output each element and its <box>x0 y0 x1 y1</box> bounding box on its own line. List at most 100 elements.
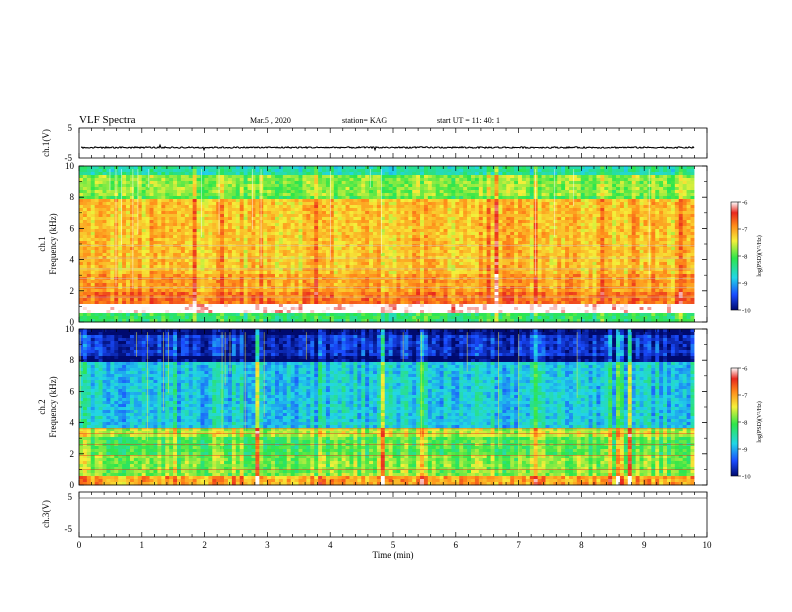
spectrogram-cell <box>443 214 448 218</box>
spectrogram-cell <box>94 193 99 197</box>
spectrogram-cell <box>619 169 625 173</box>
spectrogram-cell <box>521 208 527 212</box>
spectrogram-cell <box>208 199 213 203</box>
spectrogram-cell <box>318 172 323 176</box>
spectrogram-cell <box>110 181 115 185</box>
spectrogram-cell <box>227 253 233 257</box>
spectrogram-cell <box>619 172 625 176</box>
spectrogram-cell <box>647 241 652 245</box>
spectrogram-cell <box>141 214 147 218</box>
spectrogram-cell <box>576 205 582 209</box>
spectrogram-cell <box>447 208 452 212</box>
spectrogram-cell <box>569 199 574 203</box>
spectrogram-cell <box>341 196 346 200</box>
spectrogram-cell <box>373 253 378 257</box>
spectrogram-cell <box>369 175 374 179</box>
spectrogram-cell <box>443 232 448 236</box>
spectrogram-cell <box>678 166 684 170</box>
spectrogram-cell <box>86 217 92 221</box>
spectrogram-cell <box>173 202 178 206</box>
spectrogram-cell <box>553 181 558 185</box>
spectrogram-cell <box>157 184 162 188</box>
spectrogram-cell <box>196 214 201 218</box>
spectrogram-cell <box>400 172 405 176</box>
spectrogram-cell <box>118 250 123 254</box>
spectrogram-cell <box>647 214 652 218</box>
spectrogram-cell <box>247 193 252 197</box>
spectrogram-cell <box>106 226 111 230</box>
spectrogram-cell <box>177 187 182 191</box>
spectrogram-cell <box>192 238 197 242</box>
spectrogram-cell <box>200 199 205 203</box>
spectrogram-cell <box>141 223 147 227</box>
spectrogram-cell <box>459 220 464 224</box>
spectrogram-cell <box>129 187 135 191</box>
spectrogram-cell <box>549 256 554 260</box>
spectrogram-cell <box>322 226 327 230</box>
spectrogram-cell <box>435 169 441 173</box>
spectrogram-cell <box>220 238 225 242</box>
spectrogram-cell <box>86 211 92 215</box>
spectrogram-cell <box>294 220 299 224</box>
spectrogram-cell <box>90 178 96 182</box>
spectrogram-cell <box>569 211 574 215</box>
spectrogram-cell <box>365 241 370 245</box>
spectrogram-cell <box>243 259 248 263</box>
spectrogram-cell <box>294 256 299 260</box>
spectrogram-cell <box>282 253 288 257</box>
spectrogram-cell <box>329 223 335 227</box>
spectrogram-cell <box>471 241 476 245</box>
spectrogram-cell <box>670 181 676 185</box>
spectrogram-cell <box>396 205 401 209</box>
spectrogram-cell <box>439 166 444 170</box>
spectrogram-cell <box>420 202 425 206</box>
spectrogram-cell <box>663 193 668 197</box>
spectrogram-cell <box>529 223 535 227</box>
spectrogram-cell <box>282 208 288 212</box>
spectrogram-cell <box>204 184 209 188</box>
spectrogram-cell <box>322 178 327 182</box>
spectrogram-cell <box>659 193 664 197</box>
spectrogram-cell <box>631 256 637 260</box>
spectrogram-cell <box>298 172 303 176</box>
spectrogram-cell <box>196 181 201 185</box>
spectrogram-cell <box>333 220 339 224</box>
spectrogram-cell <box>196 223 201 227</box>
spectrogram-cell <box>220 184 225 188</box>
spectrogram-cell <box>255 211 260 215</box>
spectrogram-cell <box>227 166 233 170</box>
spectrogram-cell <box>306 229 311 233</box>
spectrogram-cell <box>408 241 413 245</box>
spectrogram-cell <box>384 181 390 185</box>
spectrogram-cell <box>474 214 480 218</box>
spectrogram-cell <box>259 202 264 206</box>
spectrogram-cell <box>604 217 609 221</box>
spectrogram-cell <box>322 190 327 194</box>
spectrogram-cell <box>373 217 378 221</box>
spectrogram-cell <box>690 199 695 203</box>
spectrogram-cell <box>494 199 499 203</box>
spectrogram-cell <box>98 238 103 242</box>
spectrogram-cell <box>478 253 484 257</box>
spectrogram-cell <box>655 232 660 236</box>
spectrogram-cell <box>478 232 484 236</box>
spectrogram-cell <box>102 217 107 221</box>
spectrogram-cell <box>98 196 103 200</box>
spectrogram-cell <box>235 208 241 212</box>
spectrogram-cell <box>243 241 248 245</box>
spectrogram-cell <box>686 247 691 251</box>
spectrogram-cell <box>275 208 280 212</box>
spectrogram-cell <box>584 241 589 245</box>
spectrogram-cell <box>325 196 331 200</box>
spectrogram-cell <box>502 187 507 191</box>
spectrogram-cell <box>494 205 499 209</box>
spectrogram-cell <box>474 238 480 242</box>
spectrogram-cell <box>510 232 515 236</box>
spectrogram-cell <box>126 259 131 263</box>
spectrogram-cell <box>345 181 350 185</box>
spectrogram-cell <box>631 217 637 221</box>
spectrogram-cell <box>510 220 515 224</box>
spectrogram-cell <box>463 241 468 245</box>
spectrogram-cell <box>463 175 468 179</box>
spectrogram-cell <box>447 235 452 239</box>
